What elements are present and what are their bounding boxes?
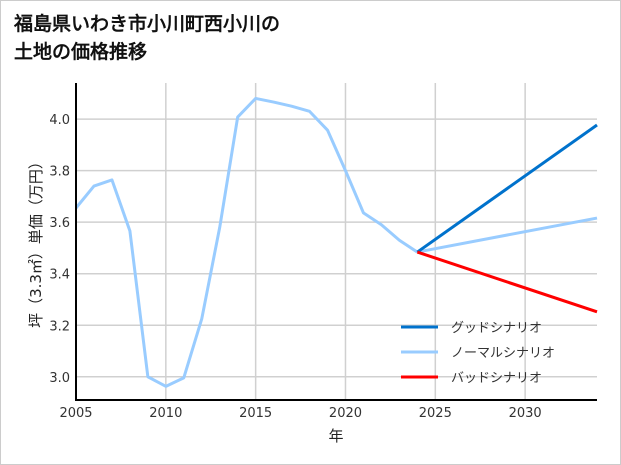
tick-labels: 2005 2010 2015 2020 2025 2030 3.0 3.2 3.4 3.6 3.8 4… [49, 113, 541, 421]
legend-label: ノーマルシナリオ [451, 346, 555, 361]
series-lines [74, 96, 598, 388]
series-line-1 [417, 216, 598, 254]
series-line-0 [416, 123, 598, 254]
grid [75, 83, 597, 400]
y-tick-label: 3.0 [49, 371, 70, 386]
x-tick-label: 2025 [419, 406, 452, 421]
y-axis-label: 坪（3.3㎡）単価（万円） [27, 154, 45, 328]
x-tick-label: 2020 [329, 406, 362, 421]
y-tick-label: 3.2 [49, 319, 70, 334]
chart-title-line-2: 土地の価格推移 [14, 41, 148, 63]
x-tick-label: 2010 [149, 406, 182, 421]
legend-label: グッドシナリオ [451, 321, 542, 336]
y-tick-label: 3.8 [49, 165, 70, 180]
chart-title-line-1: 福島県いわき市小川町西小川の [14, 13, 281, 35]
series-line-2 [416, 250, 598, 314]
y-tick-label: 3.6 [49, 216, 70, 231]
legend-label: バッドシナリオ [451, 371, 542, 386]
x-axis-label: 年 [328, 427, 343, 445]
x-tick-label: 2015 [239, 406, 272, 421]
historical-price-line [74, 96, 419, 388]
y-tick-label: 4.0 [49, 113, 70, 128]
x-tick-label: 2030 [509, 406, 542, 421]
y-tick-label: 3.4 [49, 268, 70, 283]
x-tick-label: 2005 [59, 406, 92, 421]
chart-title: 福島県いわき市小川町西小川の 土地の価格推移 [14, 10, 280, 66]
